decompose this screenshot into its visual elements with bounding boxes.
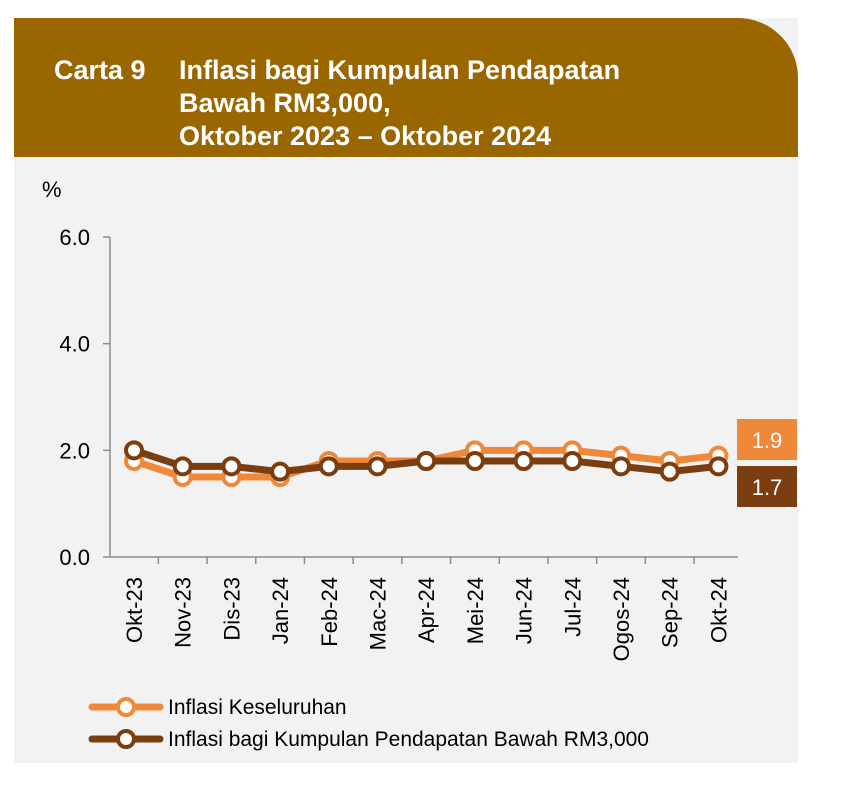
x-tick-label: Okt-23 [122, 577, 147, 643]
data-point [124, 440, 144, 461]
chart-title: Inflasi bagi Kumpulan Pendapatan Bawah R… [179, 55, 621, 151]
data-point [172, 456, 193, 477]
y-tick-label: 2.0 [59, 438, 90, 463]
x-tick-label: Ogos-24 [609, 577, 634, 661]
end-labels: 1.9 1.7 [737, 419, 797, 507]
legend-entry: Inflasi Keseluruhan [168, 696, 347, 719]
y-tick-label: 4.0 [59, 332, 90, 357]
data-point [513, 451, 534, 471]
data-point [416, 451, 437, 471]
legend-swatch-marker [116, 697, 136, 717]
data-point [611, 456, 631, 477]
data-point [562, 451, 583, 471]
data-point [659, 461, 680, 482]
x-tick-label: Mei-24 [463, 577, 488, 644]
end-label: 1.9 [752, 428, 783, 453]
chart-number: Carta 9 [54, 55, 146, 85]
y-tick-label: 6.0 [59, 225, 90, 250]
legend-swatch-marker [116, 729, 136, 749]
series-lines [124, 440, 729, 487]
title-bar: Carta 9 Inflasi bagi Kumpulan Pendapatan… [14, 18, 798, 157]
axes: % 0.0 2.0 4.0 6.0 Okt-23 Nov-23 Dis-23 Jan-24 Feb… [42, 177, 738, 661]
x-tick-label: Sep-24 [658, 577, 683, 648]
end-label: 1.7 [752, 475, 783, 500]
data-point [464, 451, 485, 471]
legend: Inflasi Keseluruhan Inflasi bagi Kumpulan… [88, 696, 649, 751]
data-point [318, 456, 339, 477]
x-tick-label: Jan-24 [268, 577, 293, 644]
x-tick-label: Jun-24 [512, 577, 537, 644]
end-label-box [737, 466, 797, 507]
x-tick-label: Okt-24 [706, 577, 731, 643]
x-tick-label: Jul-24 [560, 577, 585, 637]
x-tick-label: Mac-24 [366, 577, 391, 650]
x-tick-label: Nov-23 [171, 577, 196, 648]
data-point [367, 456, 388, 477]
x-tick-label: Dis-23 [219, 577, 244, 641]
end-label-box [737, 419, 797, 460]
data-point [708, 456, 729, 477]
y-axis-label: % [42, 177, 62, 202]
x-tick-label: Feb-24 [317, 577, 342, 647]
y-tick-label: 0.0 [59, 545, 90, 570]
data-point [270, 461, 291, 482]
x-tick-label: Apr-24 [414, 577, 439, 643]
data-point [221, 456, 242, 477]
legend-entry: Inflasi bagi Kumpulan Pendapatan Bawah R… [168, 728, 649, 751]
chart-card: Carta 9 Inflasi bagi Kumpulan Pendapatan… [14, 18, 798, 763]
